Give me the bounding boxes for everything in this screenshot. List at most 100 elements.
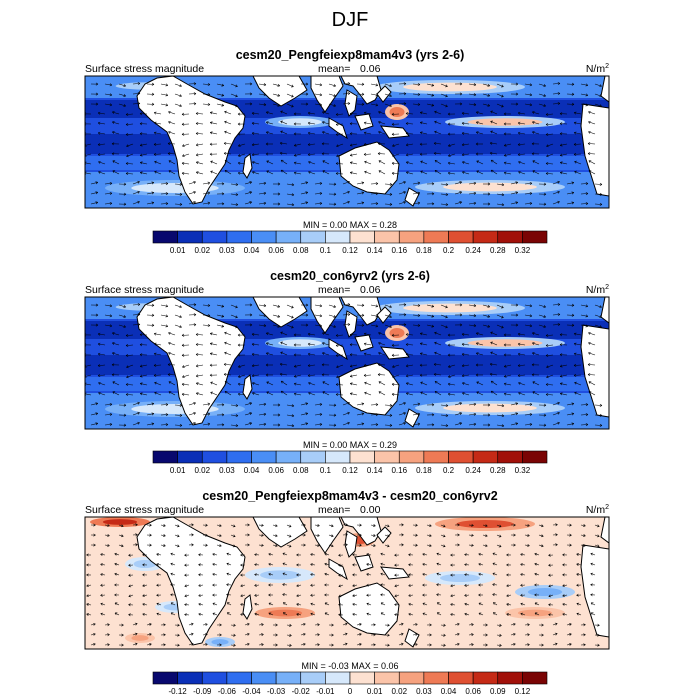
panel-2-colorbar-label-6: 0.1 xyxy=(320,466,332,475)
map-panel-1: cesm20_Pengfeiexp8mam4v3 (yrs 2-6) Surfac… xyxy=(84,48,610,255)
panel-1-title: cesm20_Pengfeiexp8mam4v3 (yrs 2-6) xyxy=(236,48,465,62)
panel-3-colorbar-swatch-11 xyxy=(423,671,449,685)
panel-3-colorbar-label-7: 0 xyxy=(348,687,353,696)
panel-3-land-greenland xyxy=(600,517,609,544)
panel-3-colorbar-swatch-9 xyxy=(374,671,400,685)
panel-2-vector-field xyxy=(85,303,603,428)
panel-3-colorbar-label-10: 0.03 xyxy=(416,687,432,696)
panel-1-map xyxy=(84,75,610,209)
panel-3-colorbar-swatch-15 xyxy=(522,671,548,685)
panel-3-colorbar-swatch-10 xyxy=(398,671,425,685)
panel-1-colorbar-label-6: 0.1 xyxy=(320,246,332,255)
panel-2-land-indochina xyxy=(344,310,358,338)
panel-1-colorbar-label-5: 0.08 xyxy=(293,246,309,255)
panel-1-land-sumatra xyxy=(328,117,348,140)
panel-2-colorbar-label-4: 0.06 xyxy=(268,466,284,475)
panel-2-map-frame xyxy=(84,296,610,430)
panel-2-land-japan xyxy=(376,306,392,324)
panel-1-colorbar-label-1: 0.02 xyxy=(194,246,210,255)
panel-2-colorbar-swatch-8 xyxy=(349,450,375,464)
panel-2-land-newguinea xyxy=(380,346,410,360)
panel-2-colorbar-label-8: 0.14 xyxy=(367,466,383,475)
panel-2-colorbar-label-10: 0.18 xyxy=(416,466,432,475)
panel-3-colorbar-swatch-4 xyxy=(251,671,277,685)
panel-3-colorbar-label-0: -0.12 xyxy=(169,687,188,696)
panel-2-map xyxy=(84,296,610,430)
panel-3-colorbar: -0.12 -0.09 -0.06 -0.04 -0.03 -0.02 -0.01 0 0.01… xyxy=(152,671,548,696)
panel-1-land-newzealand xyxy=(404,187,420,207)
panel-3-land-madagascar xyxy=(242,594,253,620)
panel-3-colorbar-label-11: 0.04 xyxy=(441,687,457,696)
panel-2-colorbar-swatch-3 xyxy=(226,450,252,464)
panel-3-colorbar-swatch-14 xyxy=(497,671,523,685)
panel-1-mean-value: 0.06 xyxy=(360,63,381,75)
panel-3-colorbar-swatch-2 xyxy=(201,671,228,685)
panel-3-colorbar-label-14: 0.12 xyxy=(515,687,531,696)
panel-3-colorbar-label-12: 0.06 xyxy=(465,687,481,696)
panel-3-title: cesm20_Pengfeiexp8mam4v3 - cesm20_con6yr… xyxy=(202,489,497,503)
panel-3-colorbar-swatch-7 xyxy=(325,671,351,685)
panel-2-colorbar-swatch-4 xyxy=(251,450,277,464)
panel-2-mean-label: mean= xyxy=(318,284,350,296)
panel-2-colorbar-swatch-7 xyxy=(325,450,351,464)
figure-title: DJF xyxy=(332,9,369,31)
panels: cesm20_Pengfeiexp8mam4v3 (yrs 2-6) Surfac… xyxy=(84,48,610,696)
panel-2-colorbar-swatch-15 xyxy=(522,450,548,464)
panel-3-colorbar-label-6: -0.01 xyxy=(316,687,335,696)
panel-1-colorbar-swatch-2 xyxy=(201,230,228,244)
panel-2-unit: N/m2 xyxy=(586,284,609,296)
panel-3-colorbar-swatch-1 xyxy=(177,671,203,685)
panel-1-land-japan xyxy=(376,85,392,103)
panel-3-colorbar-label-9: 0.02 xyxy=(391,687,407,696)
panel-2-title: cesm20_con6yrv2 (yrs 2-6) xyxy=(270,269,430,283)
map-panel-3: cesm20_Pengfeiexp8mam4v3 - cesm20_con6yr… xyxy=(84,489,610,696)
panel-2-colorbar-label-0: 0.01 xyxy=(170,466,186,475)
panel-1-colorbar-label-2: 0.03 xyxy=(219,246,235,255)
panel-2-colorbar-label-14: 0.32 xyxy=(515,466,531,475)
panel-2-land-arabia xyxy=(252,297,308,328)
panel-1-colorbar-swatch-4 xyxy=(251,230,277,244)
panel-1-min-max: MIN = 0.00 MAX = 0.28 xyxy=(303,220,397,230)
panel-1-colorbar-swatch-6 xyxy=(300,230,326,244)
panel-2-variable-label: Surface stress magnitude xyxy=(85,284,204,296)
panel-3-colorbar-label-2: -0.06 xyxy=(218,687,237,696)
panel-3-land-indochina xyxy=(344,530,358,558)
panel-3-map xyxy=(84,516,610,650)
panel-2-colorbar-swatch-10 xyxy=(398,450,425,464)
panel-3-colorbar-swatch-6 xyxy=(300,671,326,685)
panel-2-mean-value: 0.06 xyxy=(360,284,381,296)
panel-1-colorbar-swatch-5 xyxy=(275,230,302,244)
panel-3-colorbar-swatch-8 xyxy=(349,671,375,685)
panel-2-colorbar-label-1: 0.02 xyxy=(194,466,210,475)
panel-3-colorbar-label-13: 0.09 xyxy=(490,687,506,696)
panel-3-land-arabia xyxy=(252,517,308,548)
panel-1-land-arabia xyxy=(252,76,308,107)
panel-1-colorbar-label-14: 0.32 xyxy=(515,246,531,255)
panel-3-land-newguinea xyxy=(380,566,410,580)
panel-3-variable-label: Surface stress magnitude xyxy=(85,504,204,516)
panel-2-colorbar-label-13: 0.28 xyxy=(490,466,506,475)
panel-2-land-newzealand xyxy=(404,408,420,428)
panel-2-colorbar-swatch-11 xyxy=(423,450,449,464)
panel-1-colorbar-swatch-7 xyxy=(325,230,351,244)
panel-1-colorbar-swatch-8 xyxy=(349,230,375,244)
panel-3-colorbar-swatch-5 xyxy=(275,671,302,685)
panel-2-colorbar-swatch-14 xyxy=(497,450,523,464)
panel-1-colorbar-label-7: 0.12 xyxy=(342,246,358,255)
panel-3-colorbar-label-8: 0.01 xyxy=(367,687,383,696)
panel-3-vector-field xyxy=(86,523,600,647)
panel-2-colorbar-label-12: 0.24 xyxy=(465,466,481,475)
panel-3-colorbar-label-4: -0.03 xyxy=(267,687,286,696)
panel-1-colorbar-label-9: 0.16 xyxy=(391,246,407,255)
panel-1-colorbar-swatch-11 xyxy=(423,230,449,244)
panel-3-colorbar-swatch-12 xyxy=(448,671,474,685)
panel-2-land-greenland xyxy=(600,297,609,324)
panel-2-colorbar-swatch-9 xyxy=(374,450,400,464)
panel-1-colorbar-swatch-10 xyxy=(398,230,425,244)
panel-2-colorbar-swatch-0 xyxy=(152,450,178,464)
panel-2-colorbar: 0.01 0.02 0.03 0.04 0.06 0.08 0.1 0.12 0.14 0.16 0… xyxy=(152,450,548,475)
panel-1-colorbar-swatch-14 xyxy=(497,230,523,244)
panel-2-colorbar-label-11: 0.2 xyxy=(443,466,455,475)
panel-2-colorbar-swatch-13 xyxy=(472,450,499,464)
